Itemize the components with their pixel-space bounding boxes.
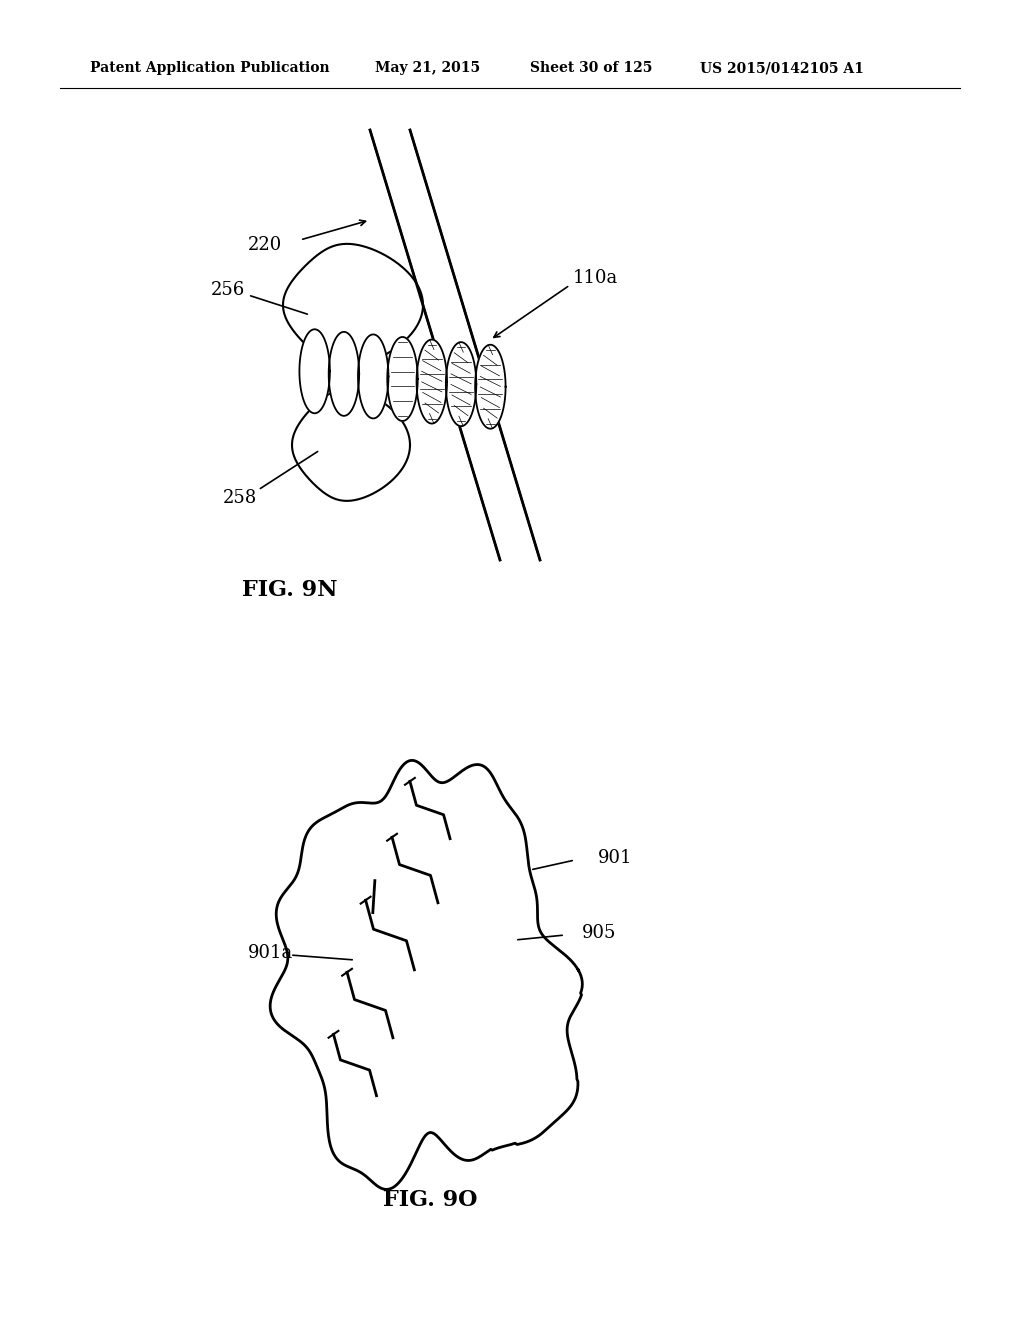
Text: US 2015/0142105 A1: US 2015/0142105 A1 [700,61,864,75]
Polygon shape [329,331,359,416]
Text: May 21, 2015: May 21, 2015 [375,61,480,75]
Polygon shape [270,760,583,1189]
Text: Patent Application Publication: Patent Application Publication [90,61,330,75]
Text: 905: 905 [582,924,616,942]
Polygon shape [387,337,418,421]
Polygon shape [292,389,410,500]
Text: 258: 258 [223,488,257,507]
Text: 901: 901 [598,849,633,867]
Text: 256: 256 [211,281,245,300]
Polygon shape [283,244,423,366]
Polygon shape [299,329,330,413]
Polygon shape [475,345,506,429]
Text: 220: 220 [248,236,283,253]
Text: Sheet 30 of 125: Sheet 30 of 125 [530,61,652,75]
Polygon shape [445,342,476,426]
Polygon shape [417,339,447,424]
Text: FIG. 9O: FIG. 9O [383,1189,477,1210]
Text: 901a: 901a [248,944,293,962]
Text: FIG. 9N: FIG. 9N [243,579,338,601]
Polygon shape [358,334,388,418]
Text: 110a: 110a [572,269,617,286]
